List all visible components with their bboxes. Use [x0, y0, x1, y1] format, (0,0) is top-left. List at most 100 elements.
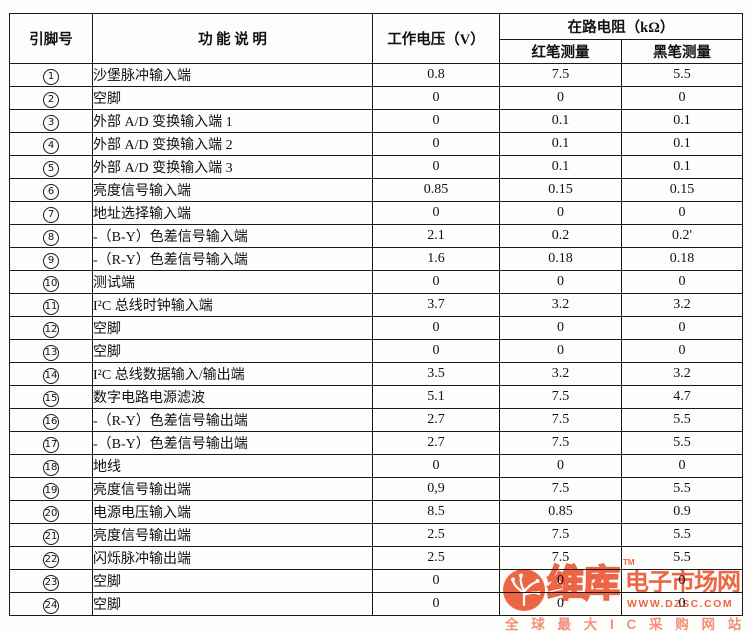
- pin-number-badge: 6: [43, 183, 59, 200]
- pin-number-cell: 9: [9, 247, 93, 271]
- table-row: 14 I²C 总线数据输入/输出端 3.5 3.2 3.2: [9, 362, 743, 386]
- pin-number-cell: 11: [9, 293, 93, 317]
- table-row: 5 外部 A/D 变换输入端 3 0 0.1 0.1: [9, 155, 743, 179]
- voltage-cell: 3.5: [372, 362, 500, 386]
- voltage-cell: 3.7: [372, 293, 500, 317]
- pin-number-badge: 15: [43, 390, 59, 407]
- pin-number-cell: 21: [9, 523, 93, 547]
- pin-number-badge: 21: [43, 528, 59, 545]
- red-pen-cell: 0: [499, 592, 622, 616]
- black-pen-cell: 0: [621, 339, 743, 363]
- pin-number-badge: 16: [43, 413, 59, 430]
- function-cell: 外部 A/D 变换输入端 1: [92, 109, 373, 133]
- red-pen-cell: 7.5: [499, 431, 622, 455]
- pin-number-badge: 17: [43, 436, 59, 453]
- header-function: 功 能 说 明: [92, 13, 373, 64]
- voltage-cell: 8.5: [372, 500, 500, 524]
- pin-number-badge: 19: [43, 482, 59, 499]
- voltage-cell: 0: [372, 270, 500, 294]
- pin-number-cell: 12: [9, 316, 93, 340]
- red-pen-cell: 0: [499, 270, 622, 294]
- pin-number-badge: 11: [43, 298, 59, 315]
- function-cell: -（B-Y）色差信号输入端: [92, 224, 373, 248]
- black-pen-cell: 5.5: [621, 63, 743, 87]
- pinout-table: 引脚号 功 能 说 明 工作电压（V） 在路电阻（kΩ） 红笔测量 黑笔测量 1…: [9, 13, 743, 616]
- pin-number-badge: 20: [43, 505, 59, 522]
- black-pen-cell: 0.1: [621, 109, 743, 133]
- function-cell: 空脚: [92, 592, 373, 616]
- black-pen-cell: 0: [621, 201, 743, 225]
- pin-number-cell: 5: [9, 155, 93, 179]
- pin-number-cell: 15: [9, 385, 93, 409]
- pin-number-badge: 14: [43, 367, 59, 384]
- black-pen-cell: 5.5: [621, 431, 743, 455]
- pin-number-cell: 1: [9, 63, 93, 87]
- function-cell: 亮度信号输出端: [92, 523, 373, 547]
- table-row: 13 空脚 0 0 0: [9, 339, 743, 363]
- red-pen-cell: 0: [499, 454, 622, 478]
- pin-number-cell: 10: [9, 270, 93, 294]
- black-pen-cell: 5.5: [621, 477, 743, 501]
- function-cell: 电源电压输入端: [92, 500, 373, 524]
- table-body: 1 沙堡脉冲输入端 0.8 7.5 5.5 2 空脚 0 0 0 3 外部 A/…: [9, 63, 743, 616]
- function-cell: -（R-Y）色差信号输入端: [92, 247, 373, 271]
- pin-number-cell: 8: [9, 224, 93, 248]
- black-pen-cell: 0: [621, 316, 743, 340]
- pin-number-cell: 14: [9, 362, 93, 386]
- table-row: 1 沙堡脉冲输入端 0.8 7.5 5.5: [9, 63, 743, 87]
- black-pen-cell: 0: [621, 86, 743, 110]
- pin-number-badge: 12: [43, 321, 59, 338]
- pin-number-badge: 18: [43, 459, 59, 476]
- red-pen-cell: 7.5: [499, 385, 622, 409]
- pin-number-cell: 20: [9, 500, 93, 524]
- black-pen-cell: 5.5: [621, 408, 743, 432]
- table-row: 17 -（B-Y）色差信号输出端 2.7 7.5 5.5: [9, 431, 743, 455]
- black-pen-cell: 5.5: [621, 523, 743, 547]
- table-row: 8 -（B-Y）色差信号输入端 2.1 0.2 0.2': [9, 224, 743, 248]
- black-pen-cell: 0: [621, 569, 743, 593]
- table-row: 2 空脚 0 0 0: [9, 86, 743, 110]
- black-pen-cell: 0: [621, 454, 743, 478]
- voltage-cell: 0: [372, 569, 500, 593]
- pin-number-cell: 3: [9, 109, 93, 133]
- table-row: 19 亮度信号输出端 0,9 7.5 5.5: [9, 477, 743, 501]
- function-cell: 亮度信号输出端: [92, 477, 373, 501]
- black-pen-cell: 0.1: [621, 155, 743, 179]
- header-black-pen: 黑笔测量: [621, 39, 743, 64]
- pin-number-cell: 17: [9, 431, 93, 455]
- pin-number-badge: 8: [43, 229, 59, 246]
- pin-number-cell: 6: [9, 178, 93, 202]
- red-pen-cell: 7.5: [499, 408, 622, 432]
- function-cell: 地线: [92, 454, 373, 478]
- pin-number-cell: 16: [9, 408, 93, 432]
- table-row: 4 外部 A/D 变换输入端 2 0 0.1 0.1: [9, 132, 743, 156]
- table-row: 10 测试端 0 0 0: [9, 270, 743, 294]
- pin-number-badge: 4: [43, 137, 59, 154]
- red-pen-cell: 7.5: [499, 477, 622, 501]
- pin-number-badge: 2: [43, 91, 59, 108]
- table-row: 22 闪烁脉冲输出端 2.5 7.5 5.5: [9, 546, 743, 570]
- table-row: 9 -（R-Y）色差信号输入端 1.6 0.18 0.18: [9, 247, 743, 271]
- table-header: 引脚号 功 能 说 明 工作电压（V） 在路电阻（kΩ） 红笔测量 黑笔测量: [9, 13, 743, 64]
- voltage-cell: 0: [372, 339, 500, 363]
- table-row: 15 数字电路电源滤波 5.1 7.5 4.7: [9, 385, 743, 409]
- header-working-voltage: 工作电压（V）: [372, 13, 500, 64]
- function-cell: 外部 A/D 变换输入端 3: [92, 155, 373, 179]
- function-cell: 数字电路电源滤波: [92, 385, 373, 409]
- red-pen-cell: 3.2: [499, 293, 622, 317]
- voltage-cell: 2.1: [372, 224, 500, 248]
- black-pen-cell: 3.2: [621, 293, 743, 317]
- black-pen-cell: 0.1: [621, 132, 743, 156]
- voltage-cell: 2.5: [372, 546, 500, 570]
- red-pen-cell: 0: [499, 316, 622, 340]
- red-pen-cell: 0: [499, 86, 622, 110]
- table-row: 6 亮度信号输入端 0.85 0.15 0.15: [9, 178, 743, 202]
- pin-number-badge: 9: [43, 252, 59, 269]
- table-row: 16 -（R-Y）色差信号输出端 2.7 7.5 5.5: [9, 408, 743, 432]
- voltage-cell: 5.1: [372, 385, 500, 409]
- red-pen-cell: 0: [499, 569, 622, 593]
- pin-number-badge: 24: [43, 597, 59, 614]
- voltage-cell: 0: [372, 132, 500, 156]
- function-cell: 空脚: [92, 339, 373, 363]
- header-in-circuit-resistance: 在路电阻（kΩ）: [499, 13, 743, 40]
